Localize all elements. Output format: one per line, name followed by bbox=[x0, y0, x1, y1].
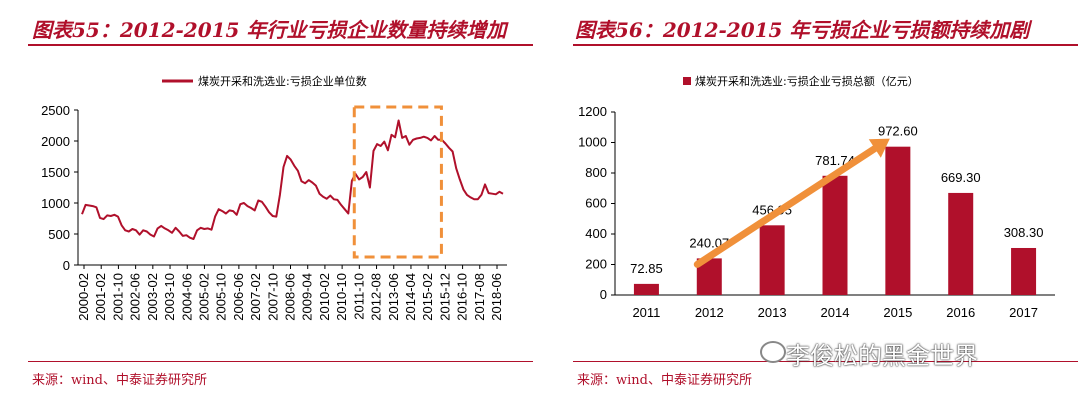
x-tick-label: 2014 bbox=[821, 305, 850, 320]
legend-label: 煤炭开采和洗选业:亏损企业亏损总额（亿元） bbox=[695, 74, 919, 88]
x-tick-label: 2008-06 bbox=[283, 273, 298, 321]
data-label: 72.85 bbox=[630, 261, 663, 276]
x-tick-label: 2000-02 bbox=[76, 273, 91, 321]
bar-chart-panel: 图表56：2012-2015 年亏损企业亏损额持续加剧 煤炭开采和洗选业:亏损企… bbox=[545, 0, 1080, 405]
title-divider bbox=[28, 44, 533, 46]
bar bbox=[1011, 247, 1037, 295]
x-tick-label: 2010-10 bbox=[334, 273, 349, 321]
source-divider bbox=[573, 361, 1078, 362]
bar bbox=[885, 146, 911, 295]
x-tick-label: 2005-10 bbox=[214, 273, 229, 321]
bar bbox=[633, 283, 659, 295]
trend-arrow-shaft bbox=[693, 145, 879, 268]
data-label: 308.30 bbox=[1004, 225, 1044, 240]
x-tick-label: 2001-02 bbox=[93, 273, 108, 321]
panel-title: 图表55：2012-2015 年行业亏损企业数量持续增加 bbox=[32, 18, 507, 42]
y-tick-label: 1200 bbox=[578, 104, 607, 119]
y-tick-label: 600 bbox=[585, 196, 607, 211]
bar bbox=[822, 175, 848, 295]
x-tick-label: 2003-10 bbox=[162, 273, 177, 321]
legend-label: 煤炭开采和洗选业:亏损企业单位数 bbox=[198, 74, 367, 88]
title-divider bbox=[573, 44, 1078, 46]
x-tick-label: 2014-04 bbox=[403, 273, 418, 321]
y-tick-label: 2500 bbox=[41, 103, 70, 118]
bar-chart: 煤炭开采和洗选业:亏损企业亏损总额（亿元） 0 200 400 600 800 1000 12… bbox=[578, 74, 1055, 320]
x-tick-label: 2017-08 bbox=[472, 273, 487, 321]
x-tick-label: 2015-12 bbox=[437, 273, 452, 321]
x-tick-label: 2012 bbox=[695, 305, 724, 320]
y-tick-label: 800 bbox=[585, 165, 607, 180]
x-tick-label: 2017 bbox=[1009, 305, 1038, 320]
line-chart-panel: 图表55：2012-2015 年行业亏损企业数量持续增加 煤炭开采和洗选业:亏损… bbox=[0, 0, 535, 405]
wechat-icon bbox=[760, 341, 786, 363]
x-tick-label: 2018-06 bbox=[489, 273, 504, 321]
series-line bbox=[81, 119, 504, 240]
x-tick-label: 2007-02 bbox=[248, 273, 263, 321]
x-tick-label: 2006-06 bbox=[231, 273, 246, 321]
source-note: 来源：wind、中泰证券研究所 bbox=[577, 373, 752, 388]
y-tick-label: 0 bbox=[600, 287, 607, 302]
x-tick-label: 2013-06 bbox=[386, 273, 401, 321]
x-tick-label: 2015-02 bbox=[420, 273, 435, 321]
y-tick-label: 0 bbox=[63, 258, 70, 273]
highlight-box bbox=[352, 105, 443, 259]
x-tick-label: 2005-02 bbox=[196, 273, 211, 321]
x-tick-label: 2011 bbox=[632, 305, 660, 320]
line-chart: 煤炭开采和洗选业:亏损企业单位数 0 500 1000 1500 2000 2500 2000… bbox=[41, 74, 507, 321]
x-tick-label: 2012-08 bbox=[369, 273, 384, 321]
y-tick-label: 1000 bbox=[41, 196, 70, 211]
y-tick-label: 1000 bbox=[578, 135, 607, 150]
x-tick-label: 2002-06 bbox=[128, 273, 143, 321]
data-label: 972.60 bbox=[878, 124, 918, 139]
x-tick-label: 2010-02 bbox=[317, 273, 332, 321]
x-tick-label: 2011-10 bbox=[351, 273, 366, 320]
panel-title: 图表56：2012-2015 年亏损企业亏损额持续加剧 bbox=[575, 18, 1030, 42]
x-tick-label: 2007-10 bbox=[265, 273, 280, 321]
y-tick-label: 400 bbox=[585, 226, 607, 241]
x-tick-label: 2001-10 bbox=[110, 273, 125, 321]
source-note: 来源：wind、中泰证券研究所 bbox=[32, 373, 207, 388]
x-tick-label: 2009-04 bbox=[300, 273, 315, 321]
y-tick-label: 200 bbox=[585, 257, 607, 272]
y-tick-label: 1500 bbox=[41, 165, 70, 180]
trend-arrow-head bbox=[868, 138, 890, 158]
x-tick-label: 2013 bbox=[758, 305, 787, 320]
x-tick-label: 2016 bbox=[946, 305, 975, 320]
watermark: 李俊松的黑金世界 bbox=[786, 342, 978, 370]
legend-swatch bbox=[683, 77, 691, 85]
source-divider bbox=[28, 361, 533, 362]
bar bbox=[948, 192, 974, 295]
data-label: 669.30 bbox=[941, 170, 981, 185]
y-tick-label: 2000 bbox=[41, 134, 70, 149]
y-tick-label: 500 bbox=[48, 227, 70, 242]
x-tick-label: 2003-02 bbox=[145, 273, 160, 321]
x-tick-label: 2004-06 bbox=[179, 273, 194, 321]
x-tick-label: 2015 bbox=[883, 305, 912, 320]
x-tick-label: 2016-10 bbox=[455, 273, 470, 321]
bar bbox=[759, 225, 785, 295]
